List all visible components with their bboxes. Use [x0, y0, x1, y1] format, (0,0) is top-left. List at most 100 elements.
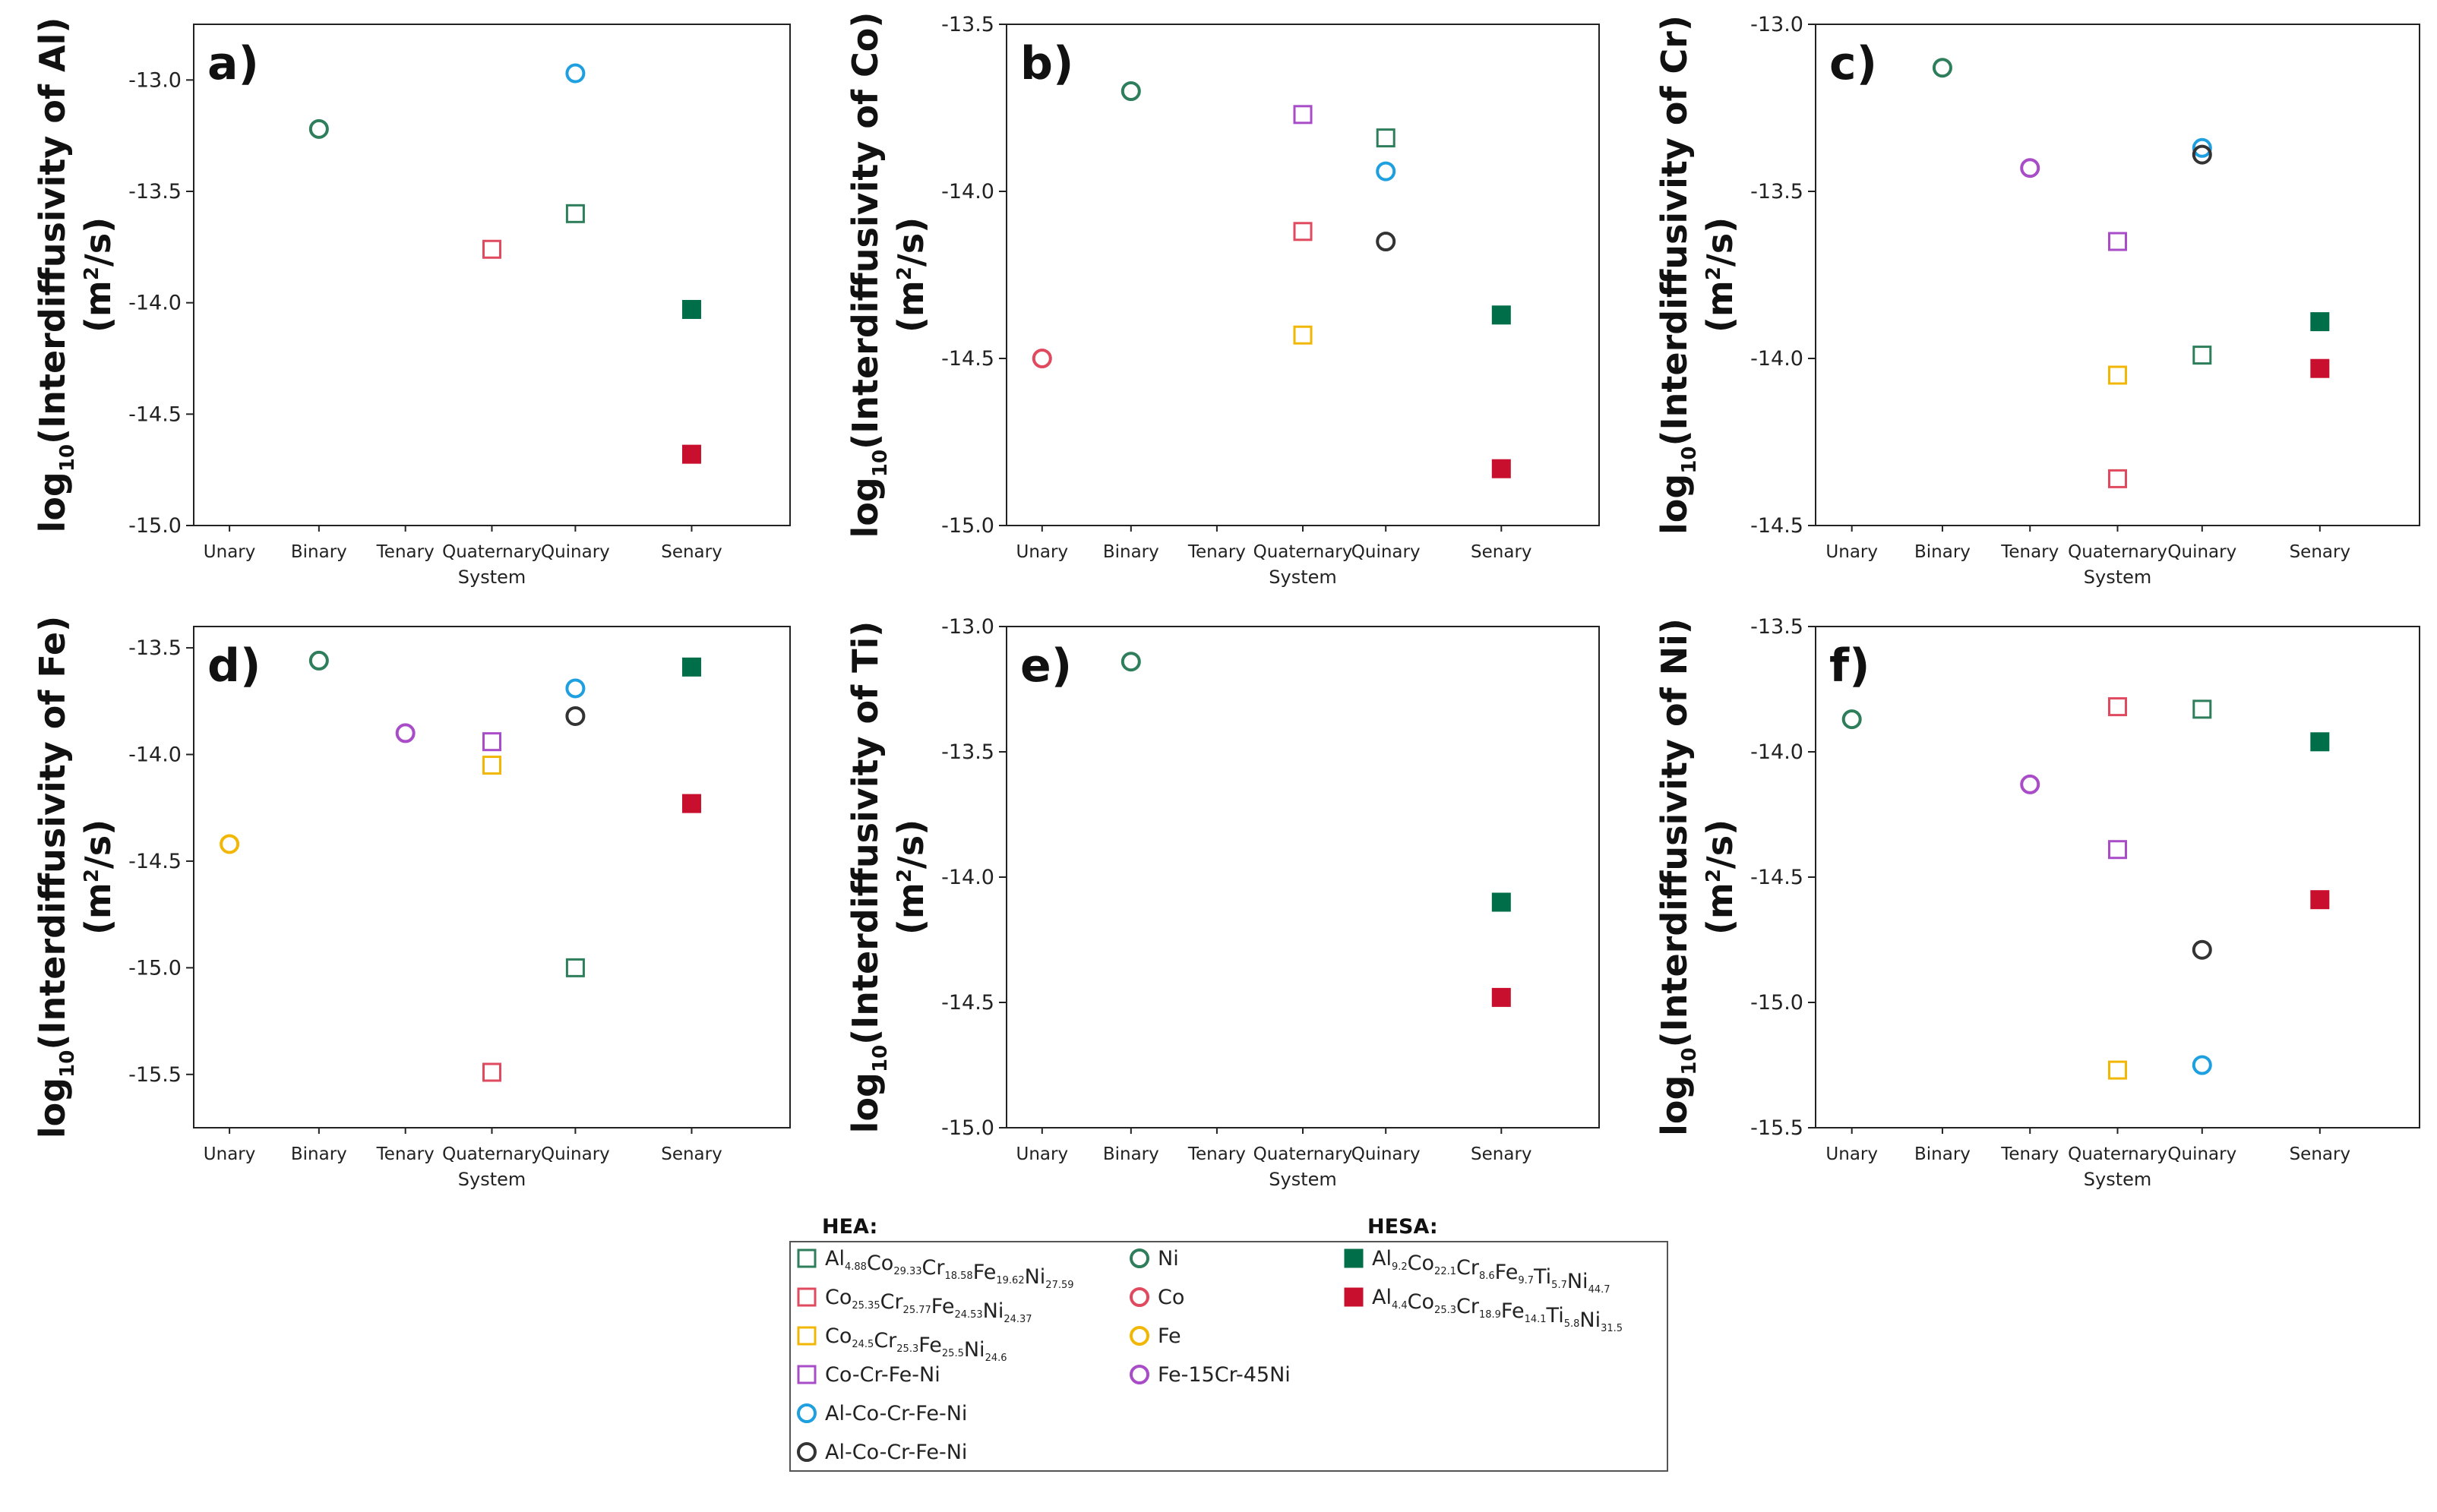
data-point: [1376, 161, 1396, 182]
y-tick-label: -14.5: [128, 850, 182, 873]
x-tick-label: Senary: [2290, 1144, 2351, 1164]
data-point: [565, 678, 586, 699]
x-tick-label: Tenary: [376, 1144, 435, 1164]
legend-entry-label: Ni: [1158, 1247, 1179, 1271]
data-point: [1121, 81, 1141, 101]
x-tick-label: Binary: [1103, 542, 1159, 562]
data-point: [1491, 987, 1511, 1007]
legend-entry-label: Co24.5Cr25.3Fe25.5Ni24.6: [825, 1324, 1007, 1364]
y-tick-label: -15.5: [128, 1063, 182, 1087]
data-point: [2108, 840, 2127, 860]
data-point: [1121, 652, 1141, 672]
x-tick-label: Quinary: [1351, 542, 1421, 562]
data-point: [2192, 137, 2212, 158]
legend-marker: [1130, 1365, 1149, 1384]
data-point: [681, 444, 701, 464]
panel-label: d): [207, 639, 261, 693]
legend-marker: [797, 1326, 817, 1346]
x-tick-label: Tenary: [2000, 542, 2059, 562]
panel-label: f): [1829, 639, 1870, 693]
data-point: [220, 834, 240, 854]
data-point: [2192, 699, 2212, 719]
data-point: [482, 239, 501, 259]
y-tick-label: -14.0: [941, 866, 994, 889]
data-point: [681, 794, 701, 813]
data-point: [2108, 1060, 2127, 1080]
legend-marker: [797, 1365, 817, 1384]
x-tick-label: Tenary: [2000, 1144, 2059, 1164]
panel-label: c): [1829, 37, 1877, 90]
data-point: [482, 756, 501, 775]
y-tick-label: -14.5: [941, 991, 994, 1015]
y-tick-label: -14.0: [941, 180, 994, 204]
data-point: [2192, 1055, 2212, 1075]
y-tick-label: -15.0: [1750, 991, 1803, 1015]
data-point: [1491, 892, 1511, 912]
y-tick-label: -14.0: [128, 292, 182, 315]
y-tick-label: -15.0: [941, 1116, 994, 1140]
x-tick-label: Senary: [1471, 542, 1532, 562]
plot-frame: [1006, 24, 1600, 526]
x-tick-label: Quaternary: [442, 542, 542, 562]
x-tick-label: Unary: [204, 542, 256, 562]
x-tick-label: Binary: [1914, 1144, 1971, 1164]
y-tick-label: -14.5: [941, 347, 994, 371]
data-point: [2192, 346, 2212, 365]
data-point: [2192, 939, 2212, 960]
data-point: [308, 650, 329, 671]
y-tick-label: -13.0: [1750, 13, 1803, 36]
y-tick-label: -14.5: [1750, 866, 1803, 889]
legend-marker: [797, 1442, 817, 1462]
y-tick-label: -13.5: [1750, 615, 1803, 639]
data-point: [565, 705, 586, 726]
y-tick-label: -14.5: [128, 402, 182, 426]
data-point: [565, 958, 585, 977]
legend-entry-label: Al-Co-Cr-Fe-Ni: [825, 1402, 967, 1425]
x-tick-label: Senary: [1471, 1144, 1532, 1164]
data-point: [308, 118, 329, 139]
legend-marker: [797, 1287, 817, 1307]
y-axis-title: log10(Interdiffusivity of Fe): [32, 616, 79, 1138]
data-point: [1491, 459, 1511, 478]
panel-label: e): [1020, 639, 1072, 693]
x-tick-label: Quaternary: [2068, 542, 2167, 562]
data-point: [395, 723, 416, 743]
x-tick-label: Unary: [1016, 1144, 1069, 1164]
panel-d: -13.5 -14.0 -14.5 -15.0 -15.5 Unary Binary Tena…: [32, 616, 791, 1190]
data-point: [565, 204, 585, 223]
y-tick-label: -13.5: [941, 13, 994, 36]
y-axis-title: log10(Interdiffusivity of Al): [32, 17, 79, 533]
legend-marker: [1130, 1287, 1149, 1307]
legend-hesa-title: HESA:: [1367, 1215, 1438, 1239]
y-tick-label: -15.0: [128, 514, 182, 538]
legend-hea-title: HEA:: [822, 1215, 877, 1239]
y-tick-label: -13.0: [128, 68, 182, 92]
panel-b: -13.5 -14.0 -14.5 -15.0 Unary Binary Tenary Qua…: [845, 12, 1600, 588]
x-tick-label: Unary: [1825, 542, 1878, 562]
x-tick-label: Binary: [291, 542, 347, 562]
data-point: [565, 63, 586, 84]
legend-entry-label: Fe-15Cr-45Ni: [1158, 1363, 1291, 1387]
data-point: [1491, 305, 1511, 325]
y-tick-label: -15.5: [1750, 1116, 1803, 1140]
data-point: [482, 1062, 501, 1082]
data-point: [2310, 732, 2330, 752]
panel-f: -13.5 -14.0 -14.5 -15.0 -15.5 Unary Binary Tena…: [1654, 615, 2420, 1190]
data-point: [2108, 469, 2127, 488]
x-tick-label: Senary: [2290, 542, 2351, 562]
panel-c: -13.0 -13.5 -14.0 -14.5 Unary Binary Tenary Qua…: [1654, 13, 2420, 588]
x-tick-label: Quaternary: [1253, 542, 1353, 562]
legend-box: [789, 1241, 1668, 1472]
y-axis-title: log10(Interdiffusivity of Co): [845, 12, 892, 538]
legend-marker: [1130, 1248, 1149, 1268]
legend-entry-label: Al4.88Co29.33Cr18.58Fe19.62Ni27.59: [825, 1247, 1074, 1291]
y-axis-unit: (m2/s): [1699, 217, 1740, 333]
legend-marker: [797, 1403, 817, 1423]
data-point: [1841, 709, 1862, 730]
legend-entry-label: Al4.4Co25.3Cr18.9Fe14.1Ti5.8Ni31.5: [1372, 1286, 1623, 1334]
data-point: [1293, 222, 1313, 241]
x-tick-label: Unary: [204, 1144, 256, 1164]
data-point: [1293, 105, 1313, 125]
y-tick-label: -14.0: [1750, 347, 1803, 371]
